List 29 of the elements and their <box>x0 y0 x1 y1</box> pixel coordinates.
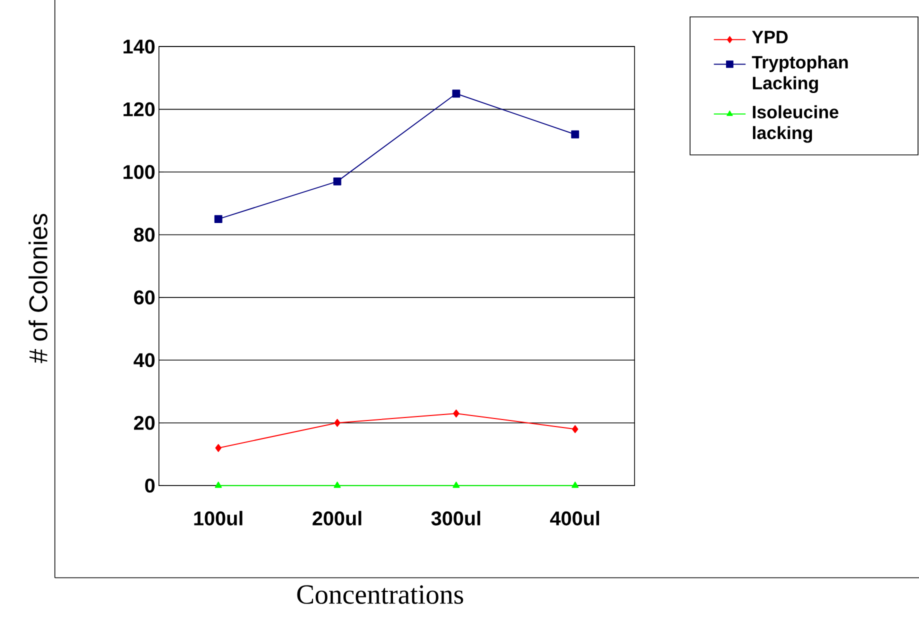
legend-label: Tryptophan Lacking <box>752 55 848 93</box>
x-tick-label: 100ul <box>194 510 242 526</box>
point <box>452 89 460 98</box>
point <box>214 481 222 488</box>
point <box>334 481 341 488</box>
point <box>214 214 222 223</box>
x-tick-label: 300ul <box>431 510 480 526</box>
y-tick-label: 120 <box>124 102 155 116</box>
point <box>334 418 340 427</box>
y-tick-label: 0 <box>145 478 155 492</box>
y-tick-label: 60 <box>134 290 155 304</box>
point <box>215 444 222 452</box>
x-tick-label: 200ul <box>312 510 362 526</box>
point <box>333 177 342 186</box>
y-axis-title: # of Colonies <box>28 214 48 363</box>
y-tick-label: 140 <box>124 39 155 54</box>
y-tick-label: 80 <box>134 228 155 242</box>
point <box>571 130 580 138</box>
point <box>572 481 579 488</box>
y-tick-label: 20 <box>134 416 155 430</box>
point <box>453 409 460 418</box>
point <box>452 481 460 488</box>
y-tick-label: 40 <box>134 352 155 368</box>
legend-label: YPD <box>752 30 788 44</box>
x-tick-label: 400ul <box>550 510 600 526</box>
x-axis-title: Concentrations <box>297 585 464 604</box>
y-tick-label: 100 <box>124 164 155 179</box>
legend-label: Isoleucine lacking <box>752 105 838 143</box>
point <box>572 425 578 433</box>
